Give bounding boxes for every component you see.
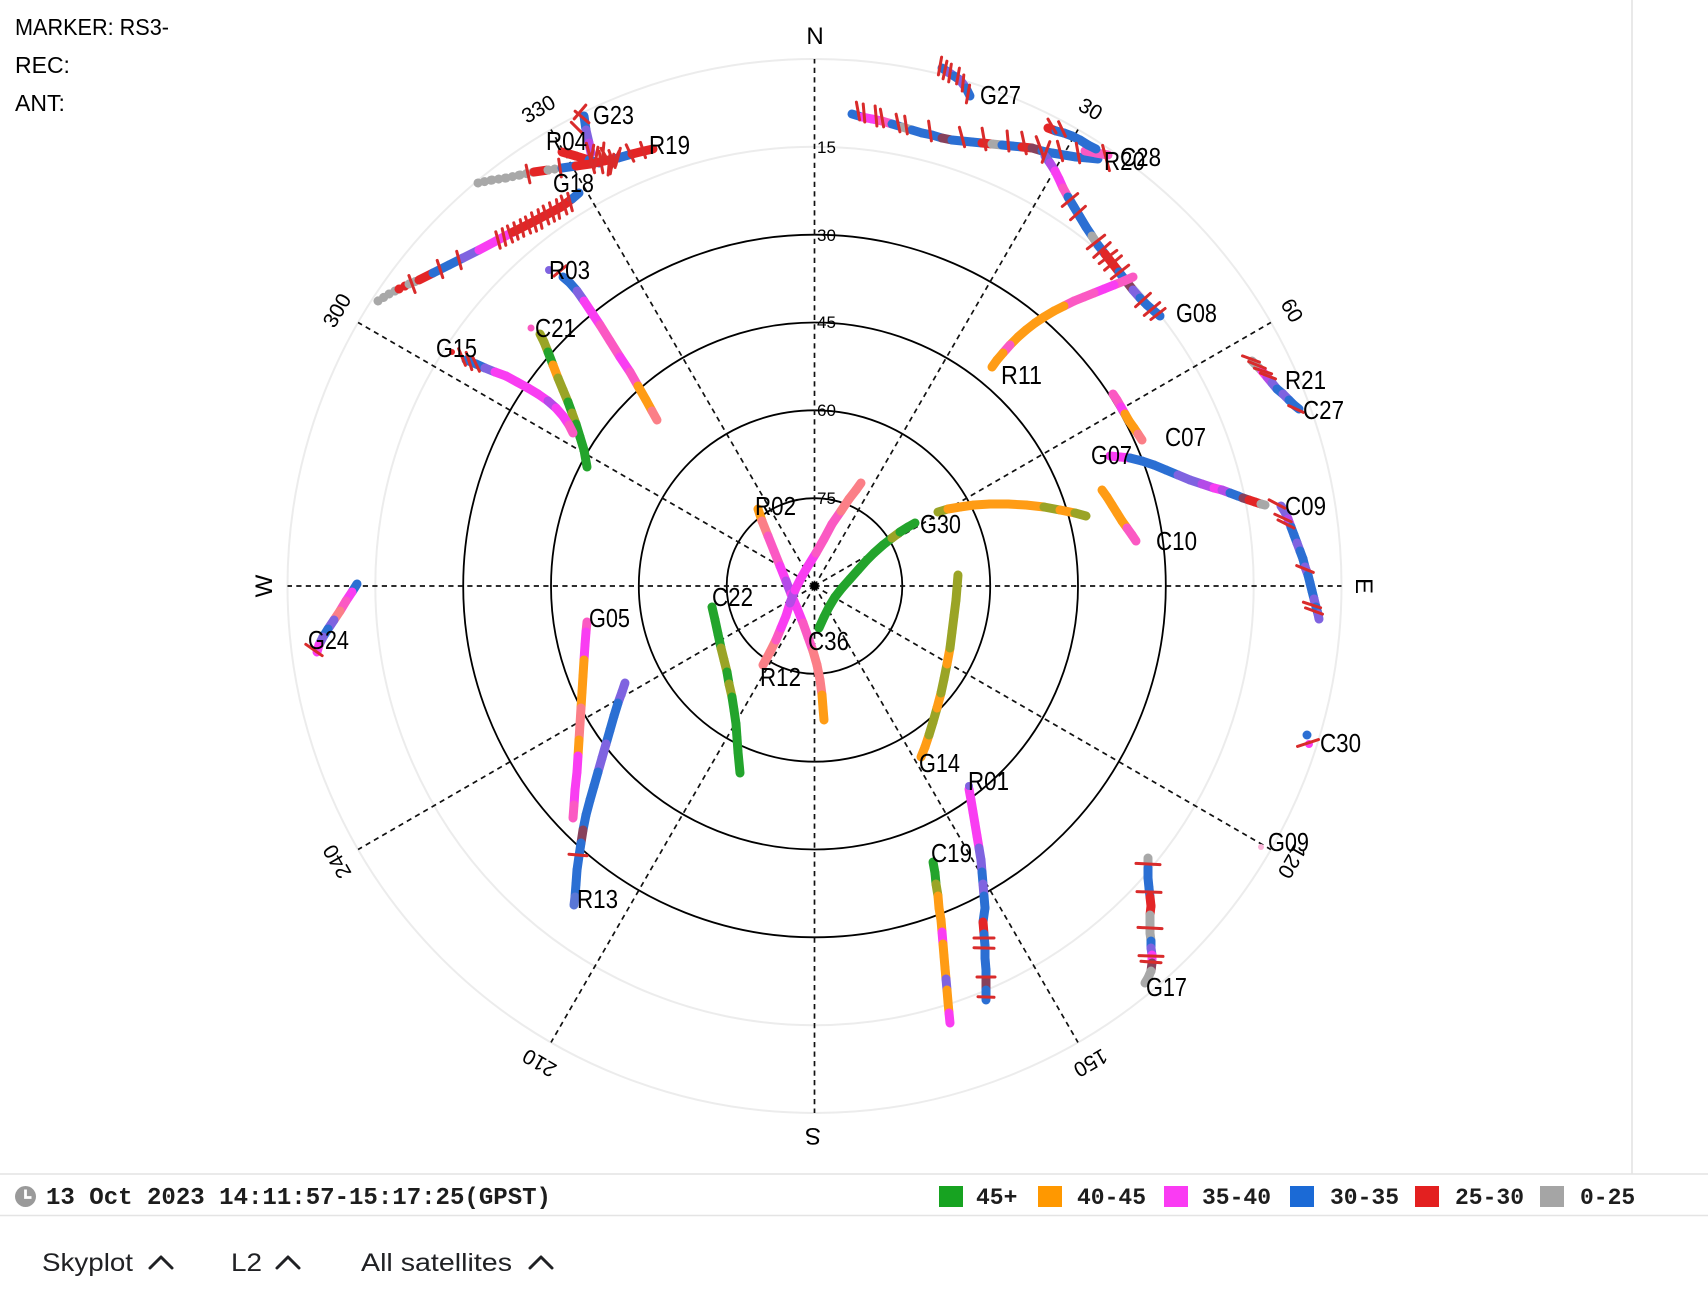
svg-text:MARKER: RS3-: MARKER: RS3- — [15, 14, 169, 40]
svg-text:G18: G18 — [553, 168, 594, 198]
svg-text:40-45: 40-45 — [1077, 1185, 1146, 1211]
svg-text:C19: C19 — [931, 838, 972, 868]
svg-text:R21: R21 — [1285, 365, 1326, 395]
svg-text:R04: R04 — [546, 126, 587, 156]
svg-text:C22: C22 — [712, 582, 753, 612]
svg-text:13 Oct 2023 14:11:57-15:17:25(: 13 Oct 2023 14:11:57-15:17:25(GPST) — [46, 1185, 551, 1212]
svg-text:C21: C21 — [535, 313, 576, 343]
svg-text:All satellites: All satellites — [361, 1249, 512, 1277]
svg-text:G17: G17 — [1146, 972, 1187, 1002]
svg-text:75: 75 — [817, 489, 836, 508]
svg-text:G15: G15 — [436, 333, 477, 363]
svg-text:C07: C07 — [1165, 422, 1206, 452]
svg-text:15: 15 — [817, 138, 836, 157]
svg-text:G23: G23 — [593, 100, 634, 130]
svg-text:E: E — [1350, 578, 1377, 594]
svg-text:N: N — [806, 23, 823, 50]
svg-text:C36: C36 — [808, 626, 849, 656]
svg-text:C28: C28 — [1120, 142, 1161, 172]
svg-text:ANT:: ANT: — [15, 90, 65, 116]
svg-text:S: S — [805, 1122, 821, 1149]
svg-text:30-35: 30-35 — [1330, 1185, 1399, 1211]
svg-text:35-40: 35-40 — [1202, 1185, 1271, 1211]
svg-text:G07: G07 — [1091, 440, 1132, 470]
svg-text:G09: G09 — [1268, 827, 1309, 857]
svg-text:G08: G08 — [1176, 298, 1217, 328]
svg-text:REC:: REC: — [15, 52, 70, 78]
svg-text:W: W — [251, 574, 278, 597]
svg-text:C30: C30 — [1320, 728, 1361, 758]
svg-text:C09: C09 — [1285, 491, 1326, 521]
svg-text:R02: R02 — [755, 491, 796, 521]
svg-text:G14: G14 — [919, 748, 960, 778]
svg-text:0-25: 0-25 — [1580, 1185, 1635, 1211]
svg-text:C27: C27 — [1303, 395, 1344, 425]
svg-text:R01: R01 — [968, 766, 1009, 796]
svg-text:60: 60 — [817, 401, 836, 420]
svg-text:R03: R03 — [549, 255, 590, 285]
svg-text:R19: R19 — [649, 130, 690, 160]
svg-text:30: 30 — [817, 226, 836, 245]
svg-text:45: 45 — [817, 313, 836, 332]
svg-text:C10: C10 — [1156, 526, 1197, 556]
svg-text:G30: G30 — [920, 509, 961, 539]
svg-text:R11: R11 — [1001, 360, 1042, 390]
svg-text:L2: L2 — [231, 1249, 262, 1277]
svg-text:G05: G05 — [589, 603, 630, 633]
svg-text:R12: R12 — [760, 662, 801, 692]
svg-text:G27: G27 — [980, 80, 1021, 110]
svg-text:45+: 45+ — [976, 1185, 1017, 1211]
svg-text:25-30: 25-30 — [1455, 1185, 1524, 1211]
svg-text:Skyplot: Skyplot — [42, 1249, 133, 1277]
svg-text:G24: G24 — [308, 625, 349, 655]
svg-text:R20: R20 — [1104, 146, 1145, 176]
svg-text:R13: R13 — [577, 884, 618, 914]
